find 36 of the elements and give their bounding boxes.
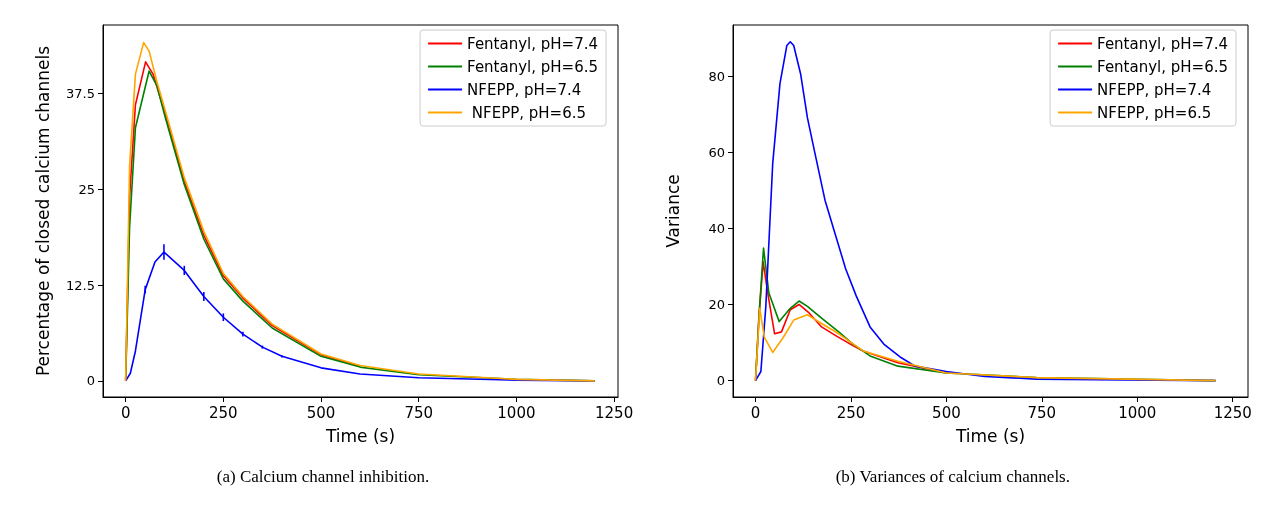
y-tick-label: 12.5 [66,277,95,293]
x-tick-label: 500 [932,403,961,422]
x-tick-label: 0 [120,403,131,422]
x-tick-label: 750 [1027,403,1057,422]
y-axis-title: Variance [662,174,683,248]
y-tick-label: 0 [86,373,95,389]
legend-label: Fentanyl, pH=7.4 [467,34,599,53]
x-axis-title: Time (s) [324,425,396,446]
y-tick-label: 25 [78,181,95,197]
line-series [754,307,1217,382]
text: (b) Variances of calcium channels. [835,467,1070,486]
y-tick-label: 60 [708,144,725,160]
legend-label: NFEPP, pH=6.5 [1097,103,1212,122]
x-tick-label: 750 [404,403,434,422]
legend-label: NFEPP, pH=7.4 [467,80,582,99]
y-tick-label: 0 [716,373,725,389]
y-axis-title: Percentage of closed calcium channels [32,45,53,377]
y-tick-label: 40 [708,220,725,236]
text: (a) Calcium channel inhibition. [216,467,430,486]
y-tick-label: 20 [708,296,725,312]
x-tick-label: 1000 [497,403,536,422]
x-tick-label: 1250 [1213,403,1252,422]
y-tick-label: 37.5 [66,85,95,101]
x-tick-label: 1250 [595,403,634,422]
legend-label: Fentanyl, pH=6.5 [1097,57,1229,76]
legend-label: Fentanyl, pH=7.4 [1097,34,1229,53]
legend-label: NFEPP, pH=7.4 [1097,80,1212,99]
legend-label: NFEPP, pH=6.5 [467,103,587,122]
x-tick-label: 250 [836,403,866,422]
y-tick-label: 80 [708,68,725,84]
x-tick-label: 250 [209,403,238,422]
x-axis-title: Time (s) [954,425,1026,446]
x-tick-label: 0 [750,403,761,422]
x-tick-label: 500 [306,403,336,422]
legend-label: Fentanyl, pH=6.5 [467,57,599,76]
x-tick-label: 1000 [1118,403,1157,422]
